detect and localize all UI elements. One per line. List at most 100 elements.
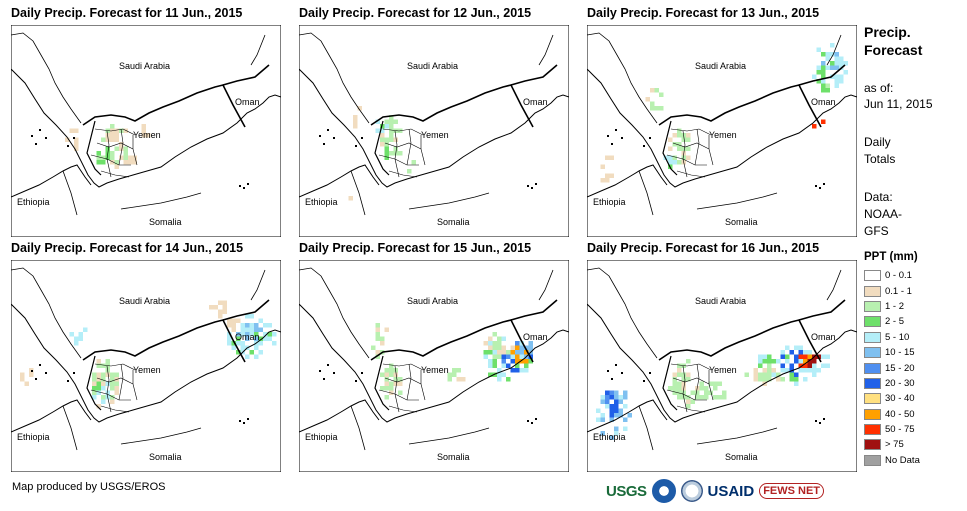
map-svg: Saudi Arabia Oman Yemen Ethiopia Somalia: [587, 25, 857, 237]
label-oman: Oman: [523, 332, 548, 342]
usgs-logo: USGS: [606, 482, 647, 500]
legend-label: 30 - 40: [885, 393, 915, 405]
label-somalia: Somalia: [725, 217, 758, 227]
label-oman: Oman: [523, 97, 548, 107]
legend-swatch: [864, 377, 881, 389]
label-saudi-arabia: Saudi Arabia: [119, 296, 170, 306]
legend-item: 50 - 75: [864, 422, 920, 437]
label-saudi-arabia: Saudi Arabia: [119, 61, 170, 71]
label-oman: Oman: [811, 97, 836, 107]
label-ethiopia: Ethiopia: [305, 432, 338, 442]
legend-label: 15 - 20: [885, 362, 915, 374]
legend-item: > 75: [864, 437, 920, 452]
legend-swatch: [864, 424, 881, 436]
legend-item: 15 - 20: [864, 360, 920, 375]
data-line-3: GFS: [864, 224, 889, 238]
legend-swatch: [864, 300, 881, 312]
label-yemen: Yemen: [133, 130, 161, 140]
credit-text: Map produced by USGS/EROS: [12, 481, 166, 493]
legend-item: No Data: [864, 453, 920, 468]
panel-title: Daily Precip. Forecast for 13 Jun., 2015: [587, 6, 820, 20]
legend-swatch: [864, 439, 881, 451]
legend-label: 0.1 - 1: [885, 285, 912, 297]
legend-item: 30 - 40: [864, 391, 920, 406]
label-saudi-arabia: Saudi Arabia: [695, 61, 746, 71]
legend-swatch: [864, 316, 881, 328]
forecast-map: Saudi Arabia Oman Yemen Ethiopia Somalia: [299, 25, 569, 237]
label-somalia: Somalia: [437, 217, 470, 227]
panel-title: Daily Precip. Forecast for 15 Jun., 2015: [299, 241, 532, 255]
totals-line-2: Totals: [864, 152, 896, 166]
legend-label: 10 - 15: [885, 347, 915, 359]
map-svg: Saudi Arabia Oman Yemen Ethiopia Somalia: [299, 260, 569, 472]
label-yemen: Yemen: [421, 130, 449, 140]
label-saudi-arabia: Saudi Arabia: [407, 61, 458, 71]
legend-swatch: [864, 393, 881, 405]
legend-swatch: [864, 408, 881, 420]
legend-label: 1 - 2: [885, 300, 905, 312]
legend-item: 2 - 5: [864, 314, 920, 329]
label-ethiopia: Ethiopia: [305, 197, 338, 207]
legend-label: 40 - 50: [885, 408, 915, 420]
label-oman: Oman: [235, 332, 260, 342]
side-title: Precip. Forecast: [864, 24, 923, 58]
label-ethiopia: Ethiopia: [17, 197, 50, 207]
precip-cells: [596, 345, 830, 440]
forecast-map: Saudi Arabia Oman Yemen Ethiopia Somalia: [11, 25, 281, 237]
legend-label: No Data: [885, 454, 920, 466]
legend-item: 1 - 2: [864, 299, 920, 314]
legend-item: 20 - 30: [864, 376, 920, 391]
label-somalia: Somalia: [725, 452, 758, 462]
panel-title: Daily Precip. Forecast for 11 Jun., 2015: [11, 6, 243, 20]
label-oman: Oman: [811, 332, 836, 342]
label-yemen: Yemen: [421, 365, 449, 375]
map-svg: Saudi Arabia Oman Yemen Ethiopia Somalia: [299, 25, 569, 237]
legend-title: PPT (mm): [864, 251, 918, 263]
label-ethiopia: Ethiopia: [593, 197, 626, 207]
legend-swatch: [864, 270, 881, 282]
forecast-map: Saudi Arabia Oman Yemen Ethiopia Somalia: [11, 260, 281, 472]
label-yemen: Yemen: [133, 365, 161, 375]
panel-title: Daily Precip. Forecast for 12 Jun., 2015: [299, 6, 532, 20]
legend-label: 2 - 5: [885, 316, 905, 328]
asof-date: Jun 11, 2015: [864, 97, 933, 111]
panel-title: Daily Precip. Forecast for 14 Jun., 2015: [11, 241, 244, 255]
label-somalia: Somalia: [149, 452, 182, 462]
label-yemen: Yemen: [709, 130, 737, 140]
map-svg: Saudi Arabia Oman Yemen Ethiopia Somalia: [11, 25, 281, 237]
usaid-logo: USAID: [707, 482, 755, 500]
map-svg: Saudi Arabia Oman Yemen Ethiopia Somalia: [11, 260, 281, 472]
legend-swatch: [864, 454, 881, 466]
label-saudi-arabia: Saudi Arabia: [407, 296, 458, 306]
precip-cells: [600, 43, 848, 183]
label-somalia: Somalia: [149, 217, 182, 227]
precip-cells: [65, 124, 151, 169]
legend-label: 50 - 75: [885, 424, 915, 436]
totals-line-1: Daily: [864, 135, 891, 149]
legend-label: 5 - 10: [885, 331, 910, 343]
legend-item: 40 - 50: [864, 407, 920, 422]
forecast-map: Saudi Arabia Oman Yemen Ethiopia Somalia: [299, 260, 569, 472]
forecast-map: Saudi Arabia Oman Yemen Ethiopia Somalia: [587, 260, 857, 472]
legend-swatch: [864, 331, 881, 343]
forecast-map: Saudi Arabia Oman Yemen Ethiopia Somalia: [587, 25, 857, 237]
data-line-2: NOAA-: [864, 207, 903, 221]
legend-label: > 75: [885, 439, 904, 451]
legend-item: 0 - 0.1: [864, 268, 920, 283]
legend-item: 10 - 15: [864, 345, 920, 360]
label-ethiopia: Ethiopia: [17, 432, 50, 442]
fews-net-logo: FEWS NET: [759, 483, 825, 499]
legend-label: 0 - 0.1: [885, 270, 912, 282]
legend-swatch: [864, 285, 881, 297]
panel-title: Daily Precip. Forecast for 16 Jun., 2015: [587, 241, 820, 255]
map-svg: Saudi Arabia Oman Yemen Ethiopia Somalia: [587, 260, 857, 472]
label-yemen: Yemen: [709, 365, 737, 375]
legend-item: 0.1 - 1: [864, 283, 920, 298]
precip-cells: [348, 106, 416, 201]
legend-swatch: [864, 362, 881, 374]
seal-logo-icon: [680, 480, 703, 502]
data-line-1: Data:: [864, 190, 893, 204]
legend-label: 20 - 30: [885, 377, 915, 389]
label-oman: Oman: [235, 97, 260, 107]
legend-swatch: [864, 347, 881, 359]
